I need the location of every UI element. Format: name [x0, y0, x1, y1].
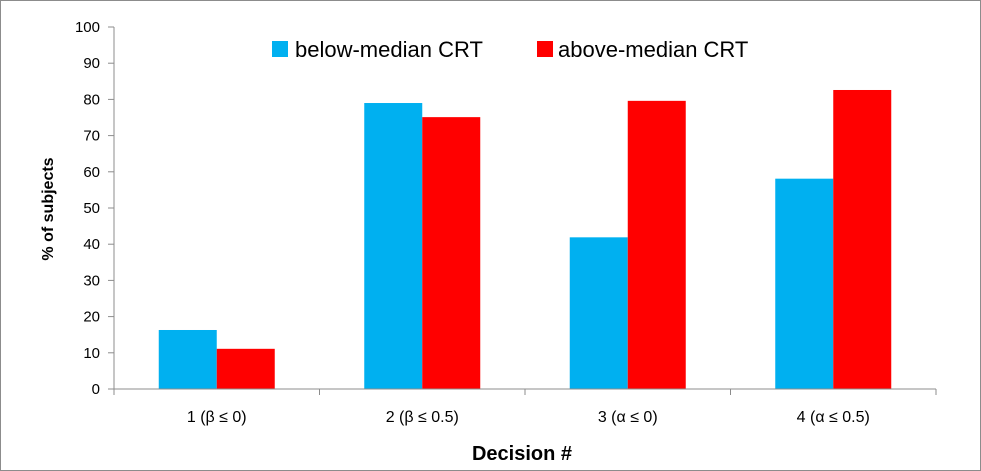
bar-below-median-1 [158, 329, 217, 389]
y-tick-label: 30 [83, 272, 100, 289]
legend-swatch-below-median [272, 41, 288, 57]
bar-above-median-3 [627, 100, 686, 390]
y-tick-label: 60 [83, 164, 100, 181]
y-tick-label: 0 [92, 381, 100, 398]
y-tick-label: 50 [83, 200, 100, 217]
bar-below-median-3 [569, 237, 628, 389]
bar-above-median-4 [833, 89, 892, 389]
y-tick-label: 70 [83, 128, 100, 145]
bars [158, 89, 892, 390]
x-category-label: 2 (β ≤ 0.5) [386, 409, 459, 426]
y-axis-title: % of subjects [40, 157, 57, 260]
x-category-label: 3 (α ≤ 0) [598, 409, 658, 426]
y-tick-label: 100 [75, 19, 100, 36]
y-tick-label: 90 [83, 55, 100, 72]
legend: below-median CRT above-median CRT [272, 37, 748, 62]
y-tick-label: 40 [83, 236, 100, 253]
x-axis-ticks: 1 (β ≤ 0) 2 (β ≤ 0.5) 3 (α ≤ 0) 4 (α ≤ 0.5) [113, 389, 937, 426]
bar-above-median-1 [216, 348, 275, 389]
x-category-label: 1 (β ≤ 0) [187, 409, 247, 426]
legend-swatch-above-median [537, 41, 553, 57]
legend-label-below-median: below-median CRT [295, 37, 483, 62]
x-axis-title: Decision # [472, 443, 572, 465]
bar-above-median-2 [422, 117, 481, 389]
bar-below-median-4 [775, 178, 834, 389]
legend-label-above-median: above-median CRT [558, 37, 748, 62]
y-tick-label: 20 [83, 309, 100, 326]
bar-below-median-2 [364, 103, 423, 390]
y-tick-label: 80 [83, 91, 100, 108]
y-axis-ticks: 0 10 20 30 40 50 60 70 80 90 100 [75, 19, 114, 398]
x-category-label: 4 (α ≤ 0.5) [797, 409, 870, 426]
y-tick-label: 10 [83, 345, 100, 362]
